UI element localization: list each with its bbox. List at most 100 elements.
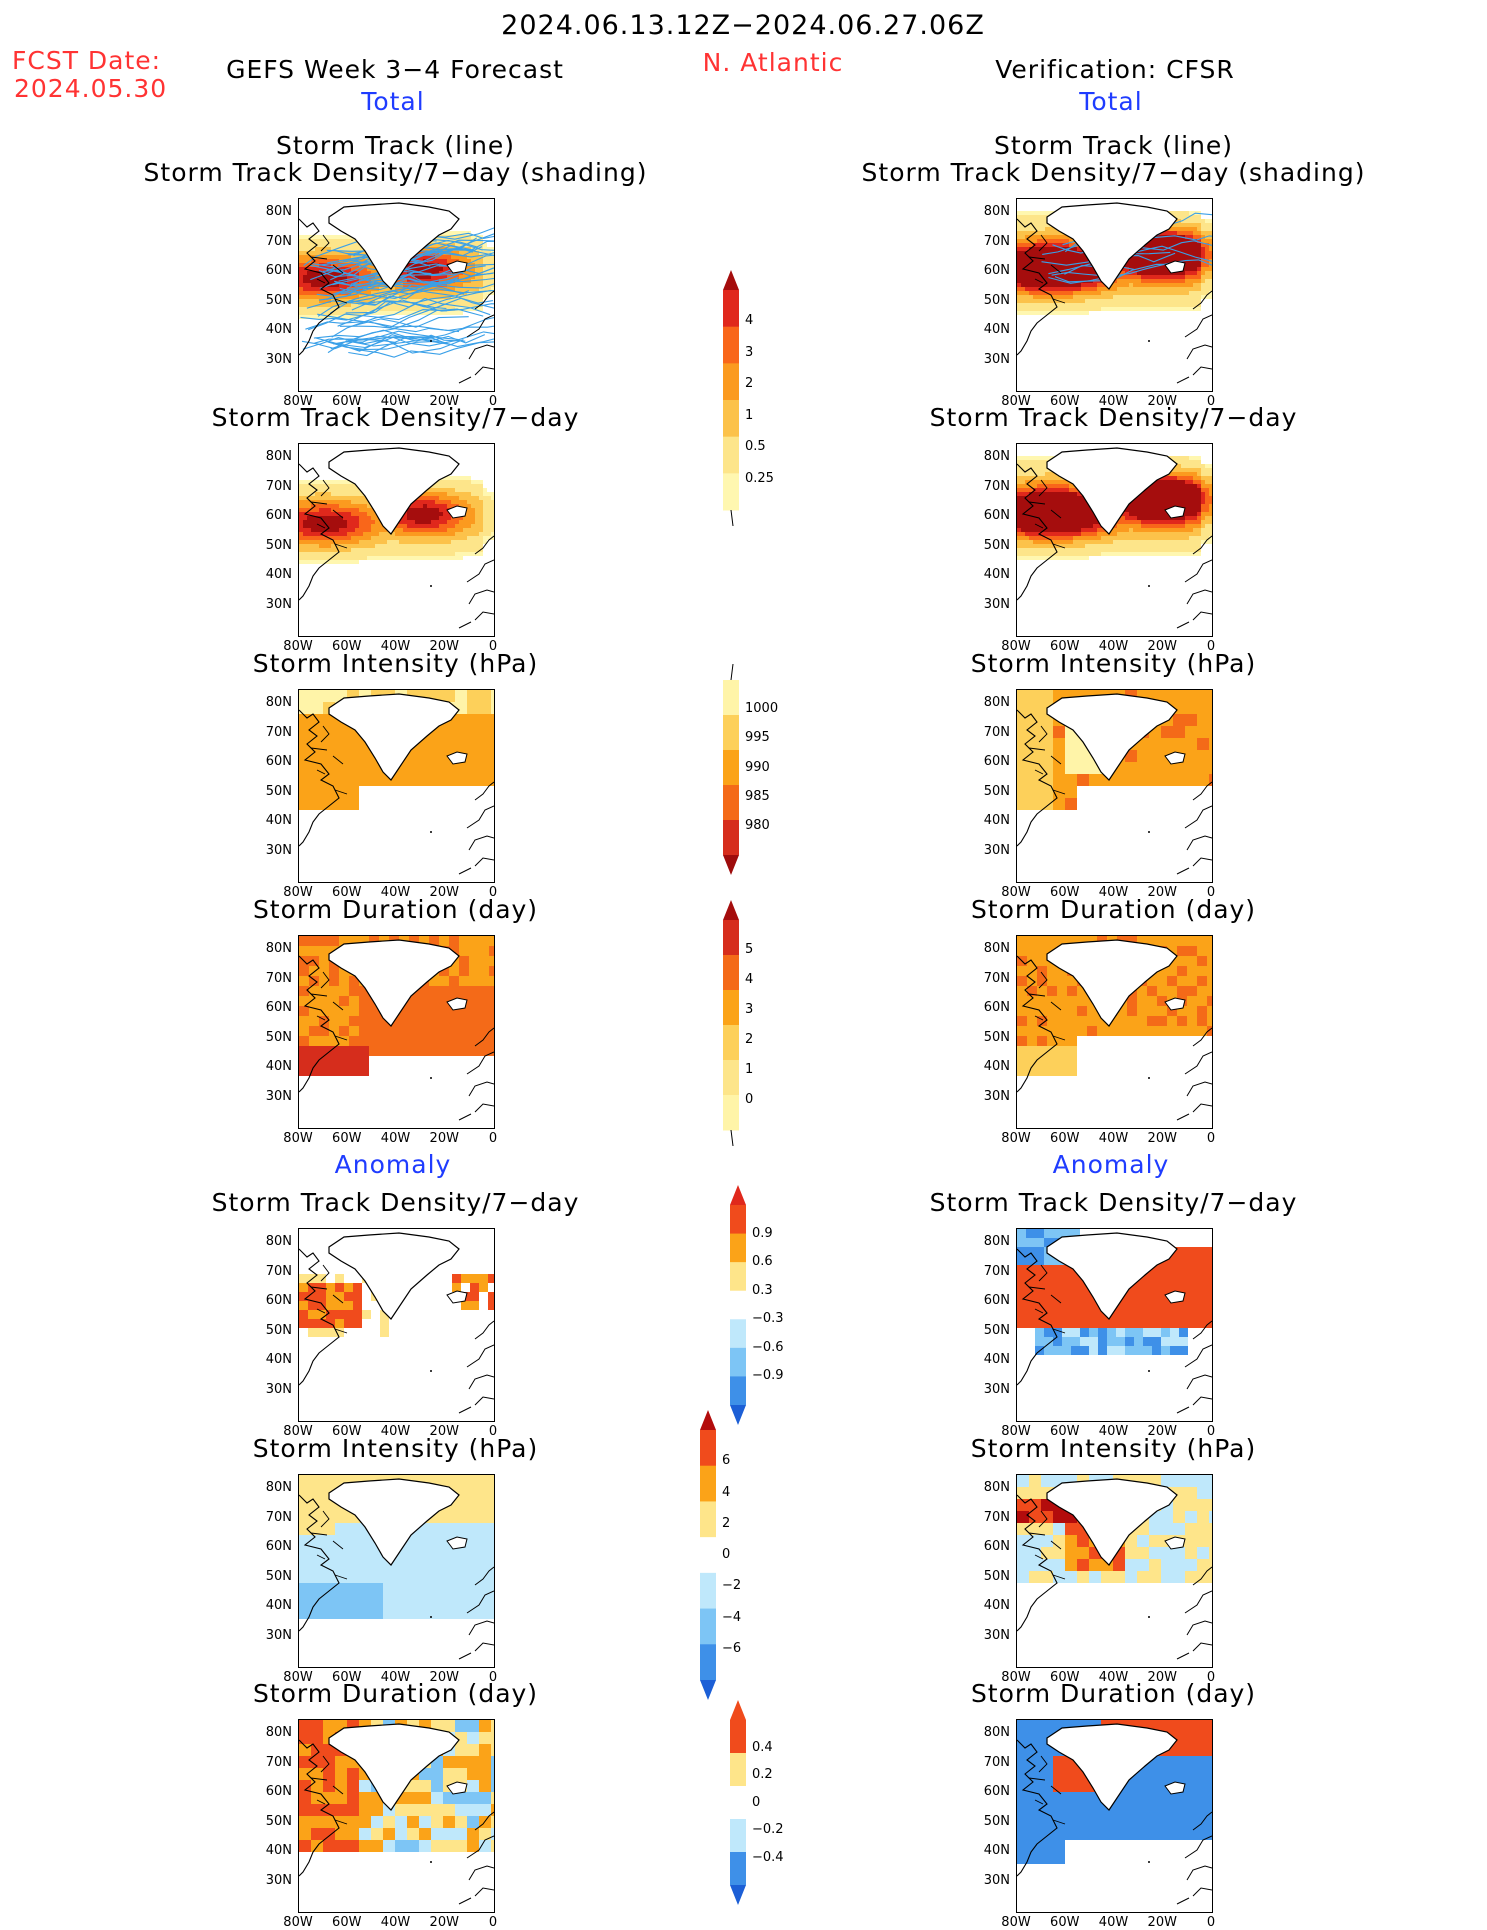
lat-tick-label: 70N bbox=[265, 233, 292, 249]
lat-tick-label: 80N bbox=[983, 1234, 1010, 1249]
density-total-colorbar-label: 3 bbox=[745, 344, 754, 360]
intensity-total-colorbar-label: 980 bbox=[745, 817, 770, 833]
date-range: 2024.06.13.12Z−2024.06.27.06Z bbox=[501, 10, 985, 41]
lon-tick-label: 60W bbox=[332, 1915, 362, 1930]
lat-tick-label: 60N bbox=[265, 1000, 292, 1015]
density-total-colorbar-top-arrow bbox=[723, 270, 739, 290]
lon-tick-label: 20W bbox=[429, 639, 459, 654]
lat-tick-label: 50N bbox=[983, 1029, 1010, 1045]
lon-tick-label: 20W bbox=[429, 1424, 459, 1439]
lat-tick-label: 80N bbox=[265, 941, 292, 956]
lat-tick-label: 30N bbox=[265, 1088, 292, 1104]
lat-tick-label: 60N bbox=[983, 754, 1010, 769]
lon-tick-label: 20W bbox=[1147, 1424, 1177, 1439]
fcst-label: FCST Date: bbox=[12, 46, 162, 75]
intensity-anom-colorbar-swatch bbox=[700, 1608, 716, 1645]
lon-tick-label: 60W bbox=[1050, 885, 1080, 900]
lon-tick-label: 60W bbox=[332, 1424, 362, 1439]
lat-tick-label: 30N bbox=[983, 1088, 1010, 1104]
density-total-colorbar-swatch bbox=[723, 436, 739, 474]
lat-tick-label: 40N bbox=[983, 1598, 1010, 1613]
intensity-total-colorbar bbox=[723, 663, 739, 875]
lat-tick-label: 70N bbox=[983, 1754, 1010, 1770]
lon-tick-label: 0 bbox=[488, 1424, 498, 1439]
lon-tick-label: 40W bbox=[380, 394, 411, 409]
lat-tick-label: 60N bbox=[983, 263, 1010, 278]
duration-total-colorbar-label: 2 bbox=[745, 1032, 754, 1047]
lat-tick-label: 50N bbox=[265, 783, 292, 799]
duration-verification-title: Storm Duration (day) bbox=[970, 895, 1257, 924]
track-verification-title: Storm Track (line) bbox=[993, 131, 1234, 160]
intensity-anom-colorbar-label: −2 bbox=[722, 1578, 742, 1594]
intensity_anom-verification-title: Storm Intensity (hPa) bbox=[970, 1434, 1257, 1463]
density-anom-colorbar-swatch bbox=[730, 1262, 746, 1292]
duration-forecast-title: Storm Duration (day) bbox=[252, 895, 539, 924]
lat-tick-label: 60N bbox=[983, 508, 1010, 523]
intensity-anom-colorbar-swatch bbox=[700, 1465, 716, 1502]
duration_anom-forecast-map bbox=[298, 1719, 495, 1913]
lat-tick-label: 40N bbox=[983, 1352, 1010, 1367]
lat-tick-label: 80N bbox=[983, 449, 1010, 464]
density-verification-map bbox=[1016, 443, 1213, 637]
lat-tick-label: 60N bbox=[983, 1784, 1010, 1799]
density-anom-colorbar-top-arrow bbox=[730, 1185, 746, 1205]
lat-tick-label: 50N bbox=[265, 292, 292, 308]
lat-tick-label: 70N bbox=[265, 1754, 292, 1770]
intensity-forecast-map bbox=[298, 689, 495, 883]
lon-tick-label: 80W bbox=[1001, 394, 1031, 409]
duration-total-colorbar-swatch bbox=[723, 990, 739, 1026]
lat-tick-label: 40N bbox=[265, 1843, 292, 1858]
lon-tick-label: 0 bbox=[1206, 1915, 1216, 1930]
duration-anom-colorbar-swatch bbox=[730, 1852, 746, 1886]
density-total-colorbar-swatch bbox=[723, 363, 739, 401]
lat-tick-label: 70N bbox=[265, 1509, 292, 1525]
intensity-anom-colorbar-label: −4 bbox=[722, 1609, 742, 1625]
lon-tick-label: 60W bbox=[1050, 639, 1080, 654]
lat-tick-label: 40N bbox=[265, 1598, 292, 1613]
intensity-forecast-title: Storm Intensity (hPa) bbox=[252, 649, 539, 678]
lon-tick-label: 40W bbox=[1098, 639, 1129, 654]
lat-tick-label: 80N bbox=[983, 1725, 1010, 1740]
density-anom-colorbar-label: −0.9 bbox=[752, 1368, 784, 1384]
density-forecast-map bbox=[298, 443, 495, 637]
lon-tick-label: 40W bbox=[1098, 885, 1129, 900]
intensity-total-colorbar-swatch bbox=[723, 785, 739, 821]
region-label: N. Atlantic bbox=[702, 48, 844, 77]
intensity-anom-colorbar-label: −6 bbox=[722, 1640, 742, 1656]
duration-anom-colorbar-label: 0.4 bbox=[752, 1739, 773, 1755]
right-title: Verification: CFSR bbox=[995, 55, 1235, 84]
lat-tick-label: 60N bbox=[265, 1539, 292, 1554]
duration-total-colorbar-label: 0 bbox=[745, 1092, 754, 1107]
lat-tick-label: 30N bbox=[983, 596, 1010, 612]
lat-tick-label: 40N bbox=[983, 567, 1010, 582]
track-forecast-map bbox=[298, 198, 495, 392]
lon-tick-label: 0 bbox=[1206, 394, 1216, 409]
lon-tick-label: 60W bbox=[1050, 394, 1080, 409]
intensity-anom-colorbar-label: 6 bbox=[722, 1453, 731, 1469]
lon-tick-label: 40W bbox=[1098, 1424, 1129, 1439]
lat-tick-label: 30N bbox=[983, 1381, 1010, 1397]
lat-tick-label: 60N bbox=[265, 1293, 292, 1308]
track-verification-title: Storm Track Density/7−day (shading) bbox=[861, 158, 1366, 187]
lon-tick-label: 60W bbox=[1050, 1424, 1080, 1439]
duration_anom-verification-title: Storm Duration (day) bbox=[970, 1679, 1257, 1708]
density-anom-colorbar-label: 0.6 bbox=[752, 1254, 773, 1270]
lon-tick-label: 40W bbox=[1098, 1670, 1129, 1685]
duration-anom-colorbar-swatch bbox=[730, 1819, 746, 1853]
duration-anom-colorbar-label: −0.2 bbox=[752, 1822, 784, 1837]
lat-tick-label: 50N bbox=[265, 1029, 292, 1045]
lon-tick-label: 0 bbox=[1206, 1670, 1216, 1685]
track-verification-map bbox=[1016, 198, 1213, 392]
lat-tick-label: 70N bbox=[265, 970, 292, 986]
lat-tick-label: 80N bbox=[983, 695, 1010, 710]
lon-tick-label: 80W bbox=[283, 394, 313, 409]
lon-tick-label: 80W bbox=[283, 1131, 313, 1146]
lat-tick-label: 80N bbox=[265, 695, 292, 710]
lat-tick-label: 60N bbox=[265, 1784, 292, 1799]
density-anom-colorbar-swatch bbox=[730, 1319, 746, 1349]
lon-tick-label: 0 bbox=[488, 1670, 498, 1685]
track-forecast-title: Storm Track (line) bbox=[275, 131, 516, 160]
duration-anom-colorbar-bottom-arrow bbox=[730, 1885, 746, 1905]
lat-tick-label: 50N bbox=[265, 1813, 292, 1829]
intensity-total-colorbar-label: 985 bbox=[745, 788, 770, 804]
